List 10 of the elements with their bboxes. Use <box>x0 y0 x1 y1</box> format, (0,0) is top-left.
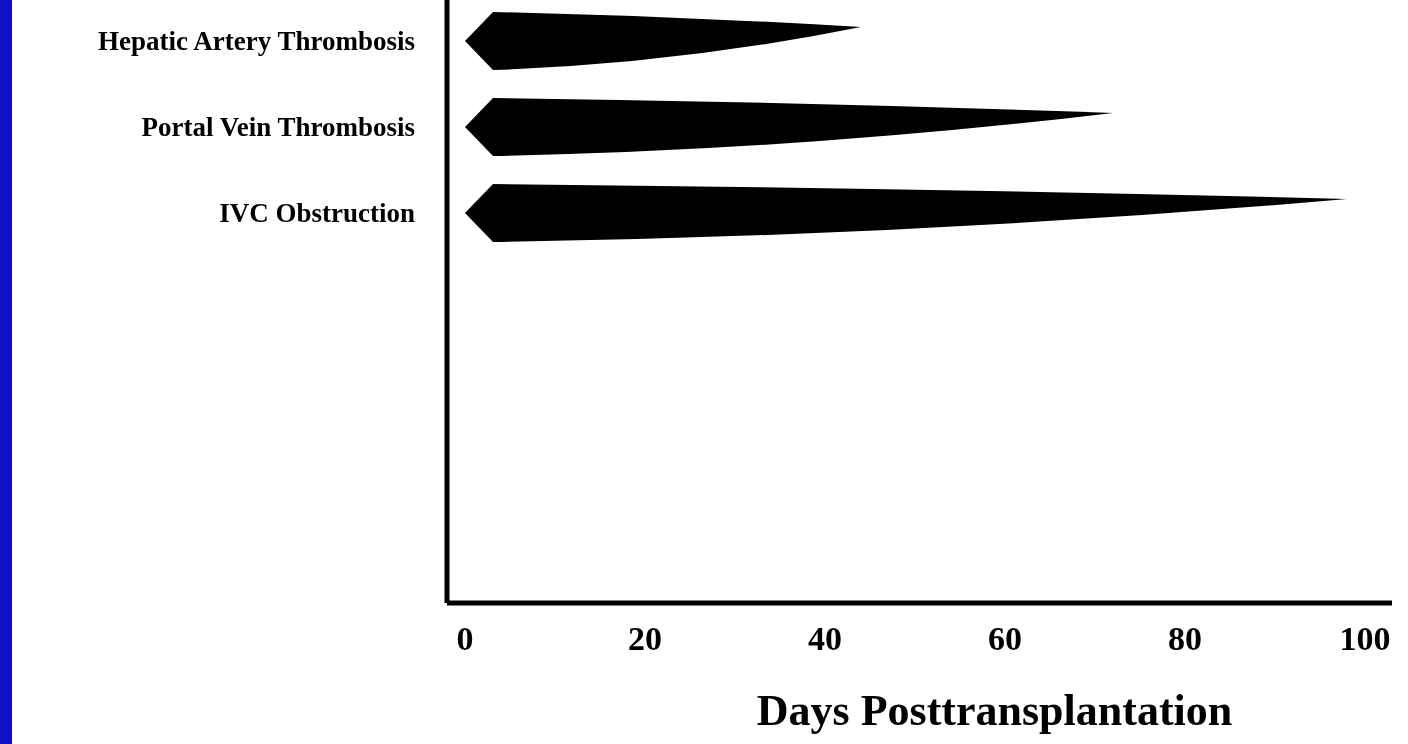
x-tick-label: 20 <box>628 620 662 657</box>
y-tick-label: IVC Obstruction <box>219 197 415 228</box>
y-tick-label: Hepatic Artery Thrombosis <box>98 25 415 56</box>
x-tick-label: 60 <box>988 620 1022 657</box>
x-tick-label: 100 <box>1339 620 1391 657</box>
x-tick-label: 0 <box>456 620 474 657</box>
x-tick-label: 40 <box>808 620 842 657</box>
y-tick-label: Portal Vein Thrombosis <box>141 111 415 142</box>
x-tick-label: 80 <box>1168 620 1202 657</box>
x-axis-title: Days Posttransplantation <box>756 686 1233 735</box>
